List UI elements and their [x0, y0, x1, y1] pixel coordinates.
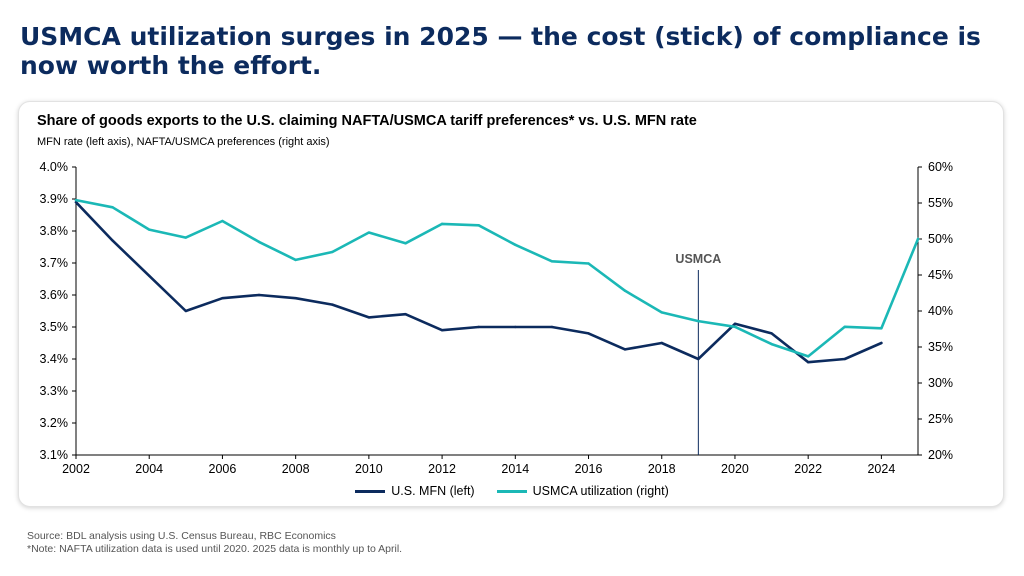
y-left-tick-label: 3.8%: [40, 224, 69, 238]
data-point-usmca: [294, 258, 297, 262]
y-left-tick-label: 4.0%: [40, 160, 69, 174]
data-point-mfn: [74, 201, 78, 204]
data-point-usmca: [733, 325, 737, 329]
y-left-tick-label: 3.6%: [40, 288, 69, 302]
y-right-tick-label: 55%: [928, 196, 953, 210]
y-left-tick-label: 3.1%: [40, 448, 69, 462]
y-left-tick-label: 3.9%: [40, 192, 69, 206]
x-tick-label: 2014: [501, 462, 529, 476]
x-tick-label: 2020: [721, 462, 749, 476]
chart-series: [74, 198, 920, 364]
data-point-mfn: [514, 325, 517, 329]
x-tick-label: 2018: [648, 462, 676, 476]
chart-subtitle: MFN rate (left axis), NAFTA/USMCA prefer…: [37, 136, 330, 148]
data-point-usmca: [331, 250, 334, 254]
footer: Source: BDL analysis using U.S. Census B…: [27, 530, 402, 556]
data-point-usmca: [477, 224, 480, 227]
data-point-mfn: [221, 297, 224, 300]
legend-swatch-mfn: [355, 489, 386, 493]
data-point-mfn: [111, 239, 114, 242]
data-point-mfn: [331, 303, 334, 306]
data-point-mfn: [733, 322, 737, 325]
page-headline: USMCA utilization surges in 2025 — the c…: [20, 22, 981, 80]
data-point-mfn: [294, 297, 297, 300]
data-point-usmca: [367, 231, 371, 234]
y-right-tick-label: 40%: [928, 304, 953, 318]
source-note: Source: BDL analysis using U.S. Census B…: [27, 530, 336, 542]
data-point-usmca: [587, 262, 590, 265]
x-tick-label: 2002: [62, 462, 90, 476]
x-tick-label: 2012: [428, 462, 456, 476]
data-point-usmca: [404, 242, 407, 245]
data-point-usmca: [111, 206, 114, 209]
y-right-tick-label: 20%: [928, 448, 953, 462]
data-point-usmca: [440, 222, 444, 226]
y-left-tick-label: 3.7%: [40, 256, 69, 270]
data-point-mfn: [660, 341, 663, 345]
data-point-usmca: [184, 236, 188, 239]
data-point-usmca: [697, 319, 700, 323]
data-point-mfn: [806, 361, 810, 364]
data-point-mfn: [404, 313, 407, 316]
series-line-usmca: [74, 198, 920, 358]
x-tick-label: 2016: [575, 462, 603, 476]
data-point-mfn: [184, 309, 188, 313]
y-left-tick-label: 3.5%: [40, 320, 69, 334]
footnote: *Note: NAFTA utilization data is used un…: [27, 543, 403, 555]
chart-card: [18, 101, 1004, 507]
data-point-usmca: [74, 198, 78, 202]
data-point-usmca: [660, 311, 663, 314]
x-tick-label: 2010: [355, 462, 383, 476]
y-right-tick-label: 45%: [928, 268, 953, 282]
data-point-usmca: [916, 237, 920, 241]
chart-annotations: USMCA: [675, 252, 721, 455]
x-tick-label: 2022: [794, 462, 822, 476]
legend-item-usmca: USMCA utilization (right): [496, 484, 669, 498]
data-point-mfn: [440, 329, 444, 332]
data-point-usmca: [514, 243, 517, 246]
data-point-mfn: [148, 274, 151, 277]
data-point-mfn: [587, 332, 590, 335]
data-point-usmca: [221, 219, 224, 223]
x-tick-label: 2008: [282, 462, 310, 476]
y-right-tick-label: 60%: [928, 160, 953, 174]
y-right-tick-label: 30%: [928, 376, 953, 390]
data-point-usmca: [550, 260, 554, 263]
y-right-tick-label: 50%: [928, 232, 953, 246]
data-point-usmca: [806, 355, 810, 358]
x-tick-label: 2006: [209, 462, 237, 476]
legend-label-mfn: U.S. MFN (left): [391, 484, 475, 498]
data-point-mfn: [880, 341, 883, 345]
usmca-annotation-label: USMCA: [675, 252, 721, 266]
data-point-usmca: [770, 342, 773, 346]
data-point-mfn: [477, 325, 480, 329]
y-left-tick-label: 3.3%: [40, 384, 69, 398]
chart-legend: U.S. MFN (left) USMCA utilization (right…: [0, 484, 1024, 498]
data-point-usmca: [843, 325, 846, 329]
y-right-tick-label: 35%: [928, 340, 953, 354]
y-left-tick-label: 3.2%: [40, 416, 69, 430]
data-point-usmca: [148, 228, 151, 231]
data-point-mfn: [257, 293, 261, 297]
x-tick-label: 2004: [135, 462, 163, 476]
data-point-usmca: [880, 327, 883, 330]
data-point-mfn: [367, 316, 371, 319]
data-point-mfn: [770, 332, 773, 335]
legend-item-mfn: U.S. MFN (left): [355, 484, 475, 498]
chart-title: Share of goods exports to the U.S. claim…: [37, 113, 697, 129]
data-point-usmca: [623, 289, 627, 293]
y-left-tick-label: 3.4%: [40, 352, 69, 366]
legend-label-usmca: USMCA utilization (right): [532, 484, 669, 498]
data-point-mfn: [623, 348, 627, 351]
chart-axes: 3.1% 3.2% 3.3% 3.4% 3.5% 3.6% 3.7% 3.8% 3.9% 4.0%…: [40, 160, 954, 476]
legend-swatch-usmca: [496, 489, 527, 493]
data-point-mfn: [550, 325, 554, 329]
data-point-usmca: [257, 240, 261, 244]
data-point-mfn: [843, 357, 846, 361]
x-tick-label: 2024: [867, 462, 895, 476]
y-right-tick-label: 25%: [928, 412, 953, 426]
data-point-mfn: [697, 357, 700, 361]
